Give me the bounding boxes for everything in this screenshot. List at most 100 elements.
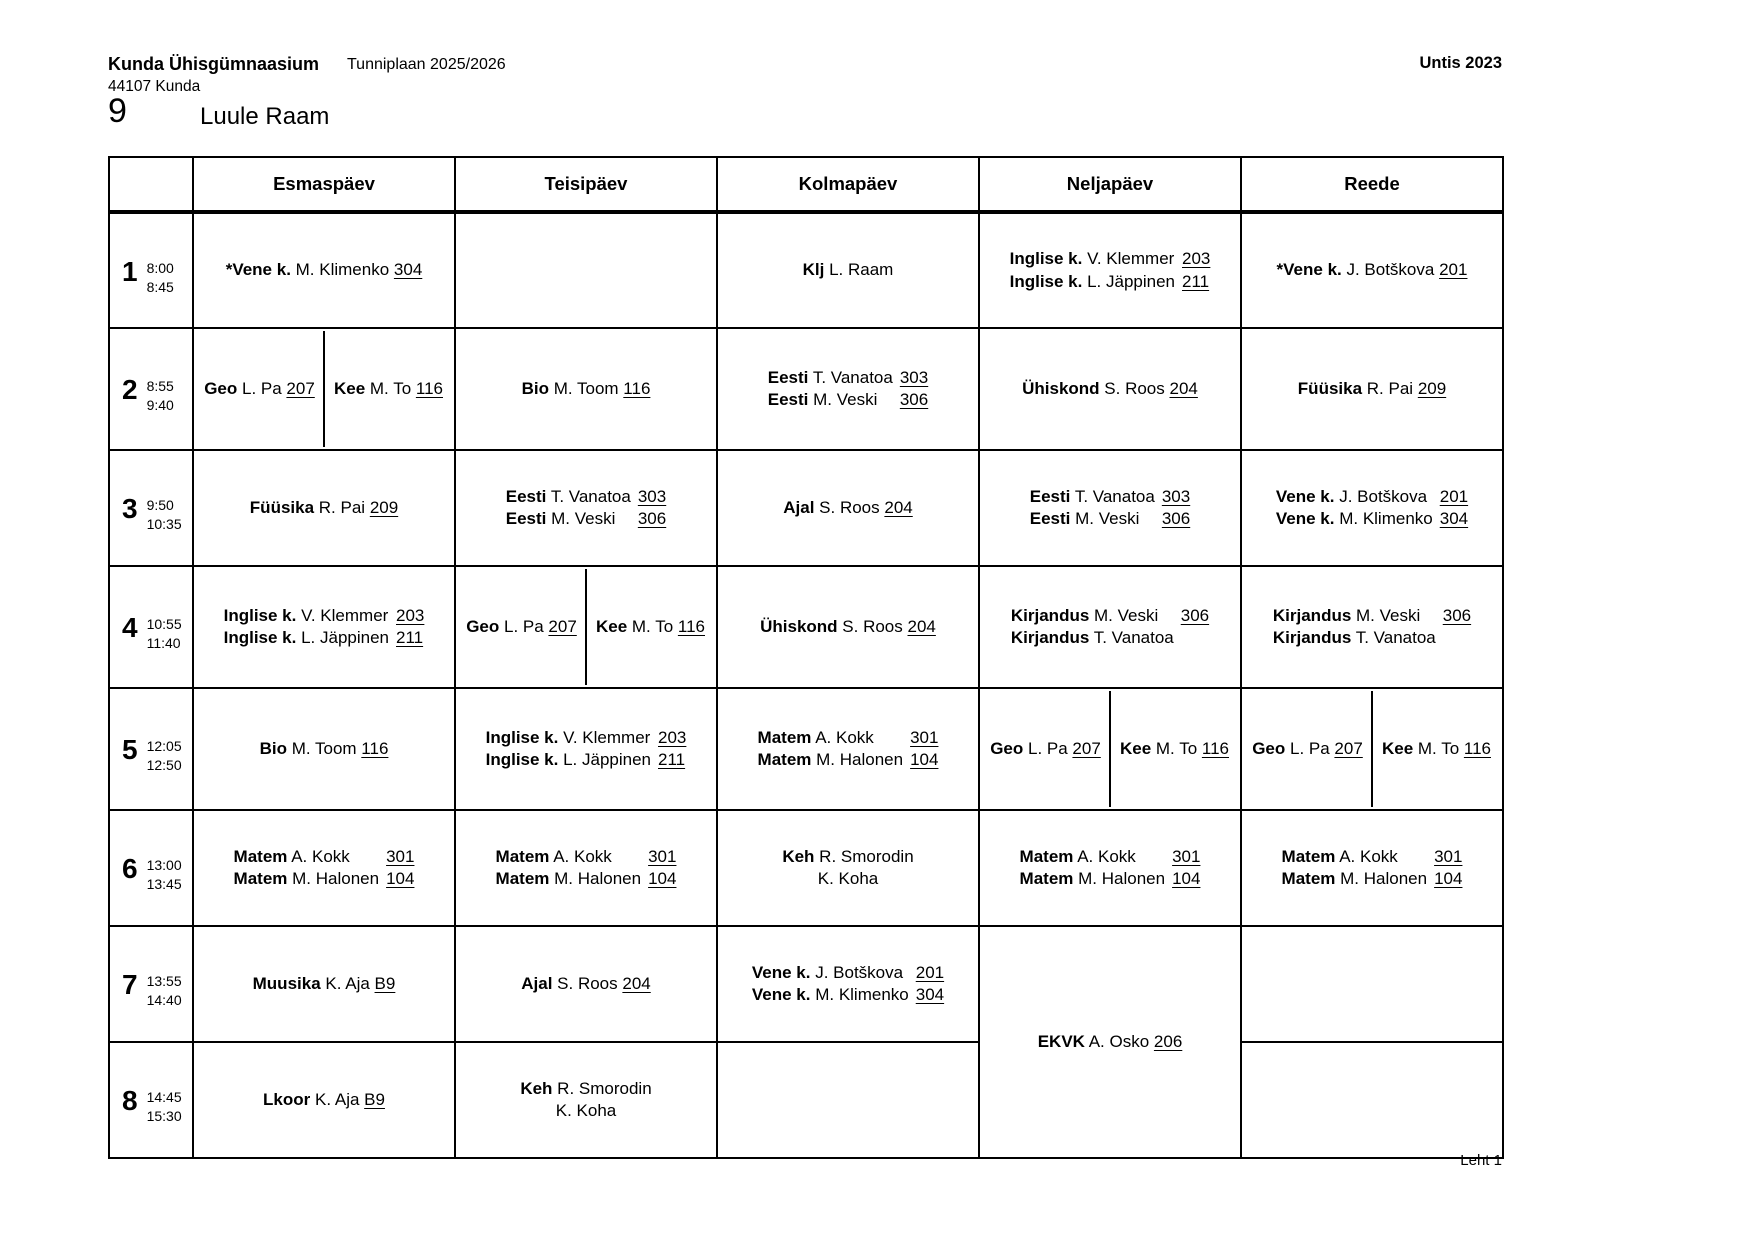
lesson-text: Eesti M. Veski [1029, 509, 1140, 528]
lesson-text: Inglise k. L. Jäppinen [1009, 271, 1175, 291]
room-number: 306 [1180, 605, 1210, 625]
lesson-cell: Ühiskond S. Roos 204 [716, 565, 980, 689]
room-number: 116 [623, 378, 651, 398]
room-number: B9 [364, 1089, 385, 1109]
period-end: 11:40 [146, 635, 181, 651]
room-number: 304 [915, 985, 945, 1004]
room-number: 306 [899, 390, 929, 409]
period-times: 8:00 8:45 [147, 259, 174, 297]
period-number: 6 [122, 853, 138, 885]
lesson-text: Kirjandus M. Veski [1272, 605, 1421, 625]
period-end: 15:30 [146, 1108, 182, 1124]
period-label: 8 14:45 15:30 [112, 1074, 190, 1126]
room-number: 201 [1439, 260, 1468, 280]
period-end: 9:40 [146, 397, 174, 413]
period-times: 10:55 11:40 [147, 615, 182, 653]
period-start: 13:55 [146, 973, 182, 990]
period-times: 13:00 13:45 [147, 856, 182, 894]
room-number: 204 [884, 497, 913, 517]
period-number: 1 [122, 255, 138, 287]
lesson-line: EKVK A. Osko 206 [1037, 1031, 1183, 1051]
split-part: Kee M. To 116 [1109, 691, 1238, 807]
period-end: 14:40 [146, 992, 182, 1008]
lesson-line: Kee M. To 116 [595, 616, 705, 636]
period-cell-4: 4 10:55 11:40 [108, 565, 194, 689]
period-start: 13:00 [146, 857, 182, 874]
lesson-text: Matem M. Halonen [757, 750, 904, 769]
school-address: 44107 Kunda [108, 78, 201, 95]
lesson-line: Ajal S. Roos 204 [521, 973, 651, 993]
lesson-text: Kirjandus T. Vanatoa [1010, 628, 1174, 647]
room-number: 306 [1442, 605, 1472, 625]
lesson-text: Inglise k. L. Jäppinen [485, 750, 651, 769]
lesson-lines: Kirjandus M. Veski 306 Kirjandus T. Vanato… [1011, 605, 1209, 650]
period-number: 3 [122, 493, 138, 525]
period-label: 5 12:05 12:50 [112, 723, 190, 775]
lesson-cell: Vene k. J. Botškova 201 Vene k. M. Klimenk… [716, 925, 980, 1043]
lesson-line: Lkoor K. Aja B9 [263, 1089, 385, 1109]
period-start: 9:50 [146, 497, 174, 514]
lesson-line: Geo L. Pa 207 [990, 738, 1101, 758]
split-part: Geo L. Pa 207 [458, 569, 585, 685]
lesson-lines: Matem A. Kokk 301 Matem M. Halonen 104 [234, 846, 415, 891]
day-header-1: Esmaspäev [192, 156, 456, 214]
lesson-lines: Kirjandus M. Veski 306 Kirjandus T. Vanato… [1273, 605, 1471, 650]
period-end: 8:45 [146, 278, 174, 295]
room-number: 204 [907, 616, 936, 636]
split-cell: Geo L. Pa 207 Kee M. To 116 [458, 569, 714, 685]
period-label: 7 13:55 14:40 [112, 958, 190, 1010]
room-number: 116 [361, 738, 389, 758]
split-cell: Geo L. Pa 207 Kee M. To 116 [1244, 691, 1500, 807]
class-teacher-name: Luule Raam [200, 103, 330, 130]
lesson-lines: Vene k. J. Botškova 201 Vene k. M. Klimenk… [752, 962, 944, 1007]
class-number: 9 [108, 92, 127, 130]
lesson-cell: Vene k. J. Botškova 201 Vene k. M. Klimenk… [1240, 449, 1504, 567]
lesson-text: Matem A. Kokk [1281, 846, 1398, 866]
room-number: 104 [648, 869, 677, 888]
lesson-lines: Füüsika R. Pai 209 [196, 497, 452, 519]
timetable-row-2: 2 8:55 9:40 Geo L. Pa 207 Kee M. To 116 Bio M… [108, 327, 1504, 451]
lesson-lines: Bio M. Toom 116 [196, 738, 452, 760]
room-number: 306 [1161, 509, 1191, 528]
lesson-lines: Geo L. Pa 207 [990, 738, 1101, 760]
room-number: 104 [386, 869, 415, 888]
room-number: 207 [286, 378, 315, 398]
room-number: 207 [548, 616, 577, 636]
period-cell-2: 2 8:55 9:40 [108, 327, 194, 451]
timetable-row-4: 4 10:55 11:40 Inglise k. V. Klemmer 203 Ingli… [108, 565, 1504, 689]
timetable-header: Esmaspäev Teisipäev Kolmapäev Neljapäev Reed… [108, 156, 1504, 214]
lesson-line: K. Koha [817, 869, 879, 888]
lesson-lines: Matem A. Kokk 301 Matem M. Halonen 104 [758, 727, 939, 772]
lesson-cell: Matem A. Kokk 301 Matem M. Halonen 104 [454, 809, 718, 927]
lesson-lines: Ajal S. Roos 204 [458, 973, 714, 995]
room-number: 301 [1434, 846, 1463, 866]
lesson-text: Matem A. Kokk [1019, 846, 1136, 866]
split-part: Geo L. Pa 207 [1244, 691, 1371, 807]
day-header-row: Esmaspäev Teisipäev Kolmapäev Neljapäev Reed… [108, 156, 1504, 214]
timetable-row-5: 5 12:05 12:50 Bio M. Toom 116 Inglise k. V. … [108, 687, 1504, 811]
lesson-lines: Ühiskond S. Roos 204 [982, 378, 1238, 400]
lesson-cell: Eesti T. Vanatoa 303 Eesti M. Veski 306 [454, 449, 718, 567]
lesson-line: *Vene k. J. Botškova 201 [1276, 260, 1468, 280]
room-number: 203 [658, 727, 687, 747]
lesson-line: K. Koha [555, 1101, 617, 1120]
period-number: 4 [122, 612, 138, 644]
period-number: 7 [122, 969, 138, 1001]
lesson-line: Keh R. Smorodin [782, 846, 914, 866]
plan-title: Tunniplaan 2025/2026 [347, 56, 506, 73]
lesson-lines: Klj L. Raam [720, 259, 976, 281]
lesson-lines: Vene k. J. Botškova 201 Vene k. M. Klimenk… [1276, 486, 1468, 531]
untis-version: Untis 2023 [1419, 54, 1502, 72]
period-cell-7: 7 13:55 14:40 [108, 925, 194, 1043]
lesson-text: Inglise k. V. Klemmer [223, 605, 389, 625]
lesson-lines: Muusika K. Aja B9 [196, 973, 452, 995]
day-header-4: Neljapäev [978, 156, 1242, 214]
room-number: 211 [396, 628, 424, 647]
lesson-cell: Geo L. Pa 207 Kee M. To 116 [1240, 687, 1504, 811]
lesson-lines: Inglise k. V. Klemmer 203 Inglise k. L. Jä… [1010, 248, 1211, 293]
room-number: 301 [648, 846, 677, 866]
timetable-row-1: 1 8:00 8:45 *Vene k. M. Klimenko 304 Klj L. … [108, 211, 1504, 329]
lesson-cell: Inglise k. V. Klemmer 203 Inglise k. L. Jä… [978, 211, 1242, 329]
room-number: 209 [369, 497, 399, 517]
